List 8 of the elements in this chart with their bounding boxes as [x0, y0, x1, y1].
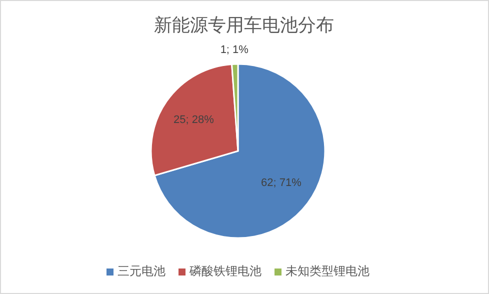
chart-title: 新能源专用车电池分布 — [154, 14, 334, 35]
legend-label: 磷酸铁锂电池 — [188, 264, 262, 278]
legend-label: 未知类型锂电池 — [286, 264, 370, 278]
data-label: 25; 28% — [174, 114, 214, 126]
legend-label: 三元电池 — [118, 264, 166, 278]
data-label: 62; 71% — [260, 177, 302, 190]
data-label: 1; 1% — [220, 44, 249, 56]
pie-slice — [154, 63, 326, 239]
